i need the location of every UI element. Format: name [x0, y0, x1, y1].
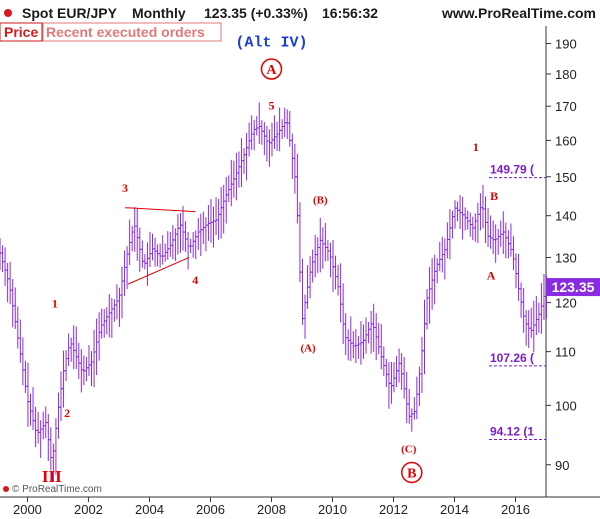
y-tick-label: 90	[555, 458, 569, 473]
watermark: © ProRealTime.com	[3, 484, 102, 495]
y-tick-label: 130	[555, 250, 577, 265]
header-bar: Spot EUR/JPY Monthly 123.35 (+0.33%) 16:…	[4, 5, 596, 21]
tab-recent-orders[interactable]	[42, 22, 222, 42]
wave-label: A	[487, 269, 496, 283]
x-tick-label: 2000	[13, 502, 42, 517]
last-price-badge: 123.35	[547, 278, 600, 297]
alt-wave-label: (Alt IV)	[235, 35, 307, 52]
wave-label: (C)	[401, 443, 417, 455]
x-tick-label: 2004	[135, 502, 164, 517]
triangle-lower-line	[127, 257, 190, 285]
x-tick-label: 2016	[501, 502, 530, 517]
y-tick-label: 110	[555, 345, 576, 360]
wave-label: III	[42, 467, 62, 486]
level-label: 107.26 (	[490, 351, 534, 365]
site-label: www.ProRealTime.com	[441, 5, 596, 21]
y-tick-label: 100	[555, 398, 577, 413]
x-tick-label: 2006	[196, 502, 225, 517]
last-change-label: 123.35 (+0.33%)	[204, 5, 308, 21]
y-tick-label: 170	[555, 99, 577, 114]
wave-label: (B)	[313, 195, 328, 207]
ohlc-bars	[0, 102, 549, 482]
record-icon	[4, 9, 12, 17]
triangle-upper-line	[125, 207, 196, 213]
x-tick-label: 2008	[257, 502, 286, 517]
wave-annotations: (Alt IV) A 5 3 4 1 2 III (B) (A) (C) B 1 B A	[42, 35, 498, 486]
wave-label: 1	[52, 296, 58, 310]
y-tick-label: 180	[555, 67, 577, 82]
instrument-label: Spot EUR/JPY	[22, 5, 118, 21]
x-tick-label: 2002	[74, 502, 103, 517]
x-tick-label: 2010	[318, 502, 347, 517]
wave-circle	[401, 461, 423, 484]
y-tick-label: 160	[555, 133, 577, 148]
wave-label: A	[266, 63, 277, 78]
wave-label: 2	[64, 406, 70, 420]
watermark-label: © ProRealTime.com	[12, 484, 102, 495]
level-lines: 149.79 ( 107.26 ( 94.12 (1	[489, 163, 546, 441]
y-tick-label: 140	[555, 209, 577, 224]
x-tick-label: 2014	[440, 502, 469, 517]
wave-label: B	[490, 189, 498, 203]
wave-label: 1	[473, 140, 479, 154]
period-label: Monthly	[132, 5, 186, 21]
clock-label: 16:56:32	[322, 5, 378, 21]
tab-bar: Price Recent executed orders	[0, 22, 222, 42]
wave-label: 3	[122, 181, 128, 195]
triangle-pattern	[125, 207, 196, 285]
wave-label: B	[407, 466, 416, 481]
watermark-icon	[3, 486, 9, 492]
tab-recent-orders-label: Recent executed orders	[46, 24, 205, 40]
last-price-label: 123.35	[552, 279, 595, 295]
y-tick-label: 190	[555, 37, 577, 52]
x-axis: 2000 2002 2004 2006 2008 2010 2012 2014 2016	[13, 497, 530, 517]
y-tick-label: 150	[555, 170, 577, 185]
y-tick-label: 120	[555, 296, 577, 311]
level-label: 149.79 (	[490, 163, 534, 177]
wave-label: (A)	[300, 343, 316, 355]
wave-label: 5	[268, 99, 274, 113]
wave-circle	[260, 58, 283, 80]
y-axis: 90 100 110 120 130 140 150 160 170 180 190	[546, 37, 577, 473]
x-tick-label: 2012	[379, 502, 408, 517]
tab-price-label: Price	[4, 24, 38, 40]
tab-price[interactable]	[0, 22, 43, 42]
last-price-box	[547, 278, 600, 297]
wave-label: 4	[192, 273, 198, 287]
level-label: 94.12 (1	[490, 425, 534, 439]
